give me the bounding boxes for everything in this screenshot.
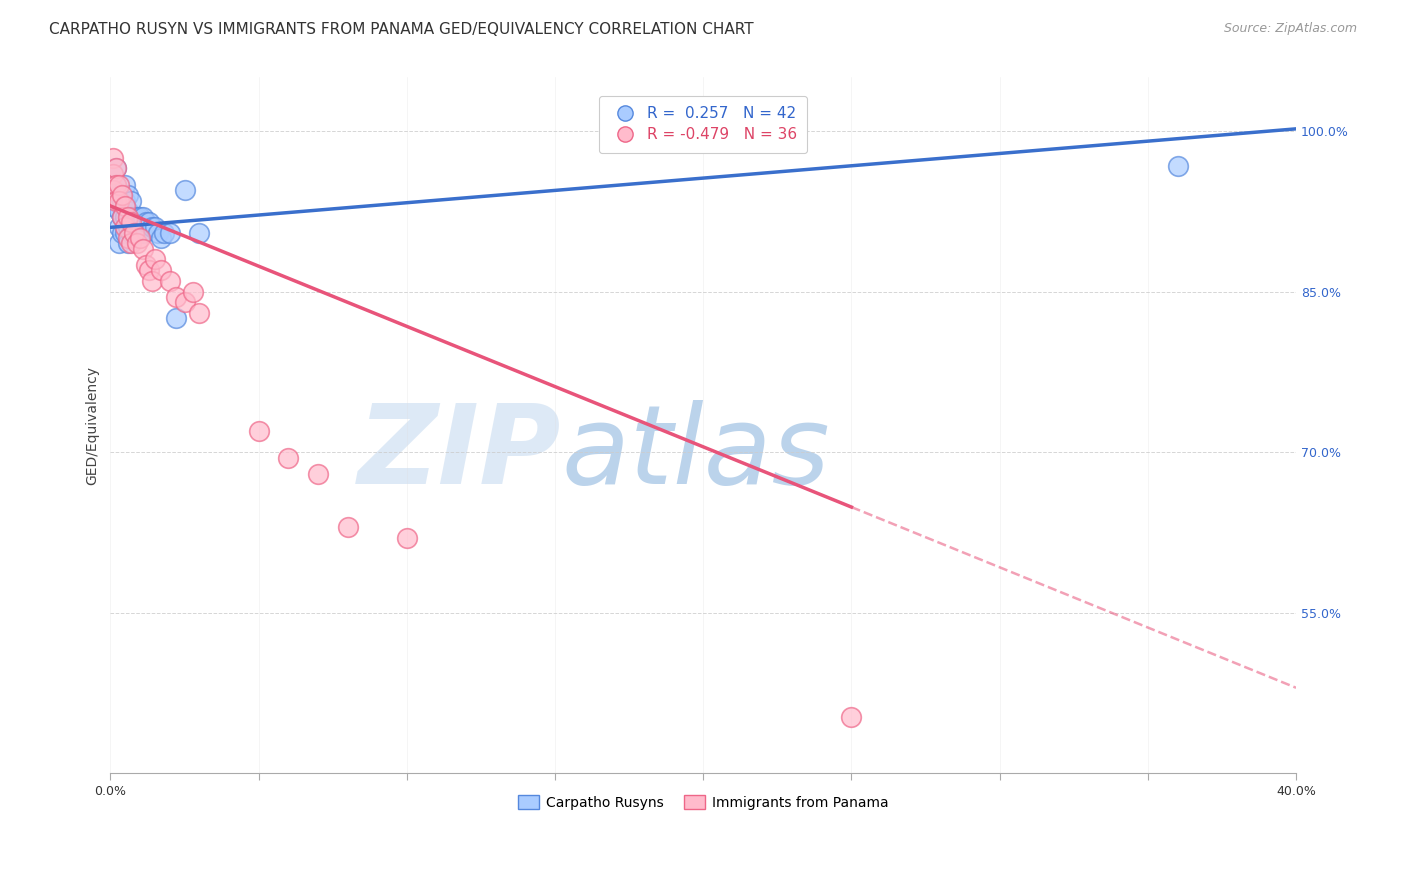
Point — [108, 194, 131, 208]
Point — [117, 231, 139, 245]
Point — [132, 242, 155, 256]
Point — [165, 290, 187, 304]
Point — [143, 220, 166, 235]
Point — [152, 226, 174, 240]
Point — [132, 226, 155, 240]
Point — [114, 178, 136, 192]
Point — [105, 178, 128, 192]
Text: CARPATHO RUSYN VS IMMIGRANTS FROM PANAMA GED/EQUIVALENCY CORRELATION CHART: CARPATHO RUSYN VS IMMIGRANTS FROM PANAMA… — [49, 22, 754, 37]
Point — [122, 226, 145, 240]
Point — [105, 161, 128, 176]
Point — [165, 311, 187, 326]
Point — [103, 151, 125, 165]
Point — [114, 199, 136, 213]
Point — [146, 226, 169, 240]
Point — [127, 226, 149, 240]
Point — [108, 220, 131, 235]
Point — [114, 226, 136, 240]
Point — [103, 167, 125, 181]
Point — [120, 215, 142, 229]
Point — [143, 252, 166, 267]
Point — [149, 231, 172, 245]
Text: Source: ZipAtlas.com: Source: ZipAtlas.com — [1223, 22, 1357, 36]
Point — [103, 199, 125, 213]
Point — [135, 215, 157, 229]
Point — [120, 210, 142, 224]
Point — [1166, 159, 1188, 173]
Point — [120, 226, 142, 240]
Point — [141, 220, 163, 235]
Point — [105, 194, 128, 208]
Point — [127, 210, 149, 224]
Point — [841, 709, 863, 723]
Point — [103, 183, 125, 197]
Point — [183, 285, 205, 299]
Point — [103, 183, 125, 197]
Point — [108, 188, 131, 202]
Point — [138, 263, 160, 277]
Point — [117, 220, 139, 235]
Y-axis label: GED/Equivalency: GED/Equivalency — [86, 366, 100, 485]
Point — [247, 424, 270, 438]
Point — [108, 236, 131, 251]
Point — [159, 274, 181, 288]
Point — [117, 236, 139, 251]
Point — [129, 231, 152, 245]
Text: ZIP: ZIP — [357, 400, 561, 507]
Point — [120, 194, 142, 208]
Point — [111, 210, 134, 224]
Point — [129, 210, 152, 224]
Point — [114, 194, 136, 208]
Point — [127, 236, 149, 251]
Point — [105, 178, 128, 192]
Point — [395, 531, 418, 545]
Point — [188, 226, 211, 240]
Point — [105, 161, 128, 176]
Point — [135, 258, 157, 272]
Point — [120, 236, 142, 251]
Point — [117, 204, 139, 219]
Point — [111, 194, 134, 208]
Point — [111, 226, 134, 240]
Point — [141, 274, 163, 288]
Point — [307, 467, 329, 481]
Point — [122, 226, 145, 240]
Point — [159, 226, 181, 240]
Point — [114, 210, 136, 224]
Point — [173, 295, 195, 310]
Point — [108, 204, 131, 219]
Point — [114, 220, 136, 235]
Point — [149, 263, 172, 277]
Point — [108, 178, 131, 192]
Point — [173, 183, 195, 197]
Point — [138, 215, 160, 229]
Point — [129, 226, 152, 240]
Point — [132, 210, 155, 224]
Point — [277, 450, 299, 465]
Text: atlas: atlas — [561, 400, 830, 507]
Legend: Carpatho Rusyns, Immigrants from Panama: Carpatho Rusyns, Immigrants from Panama — [512, 789, 894, 815]
Point — [111, 210, 134, 224]
Point — [122, 210, 145, 224]
Point — [117, 188, 139, 202]
Point — [117, 210, 139, 224]
Point — [111, 188, 134, 202]
Point — [336, 520, 359, 534]
Point — [188, 306, 211, 320]
